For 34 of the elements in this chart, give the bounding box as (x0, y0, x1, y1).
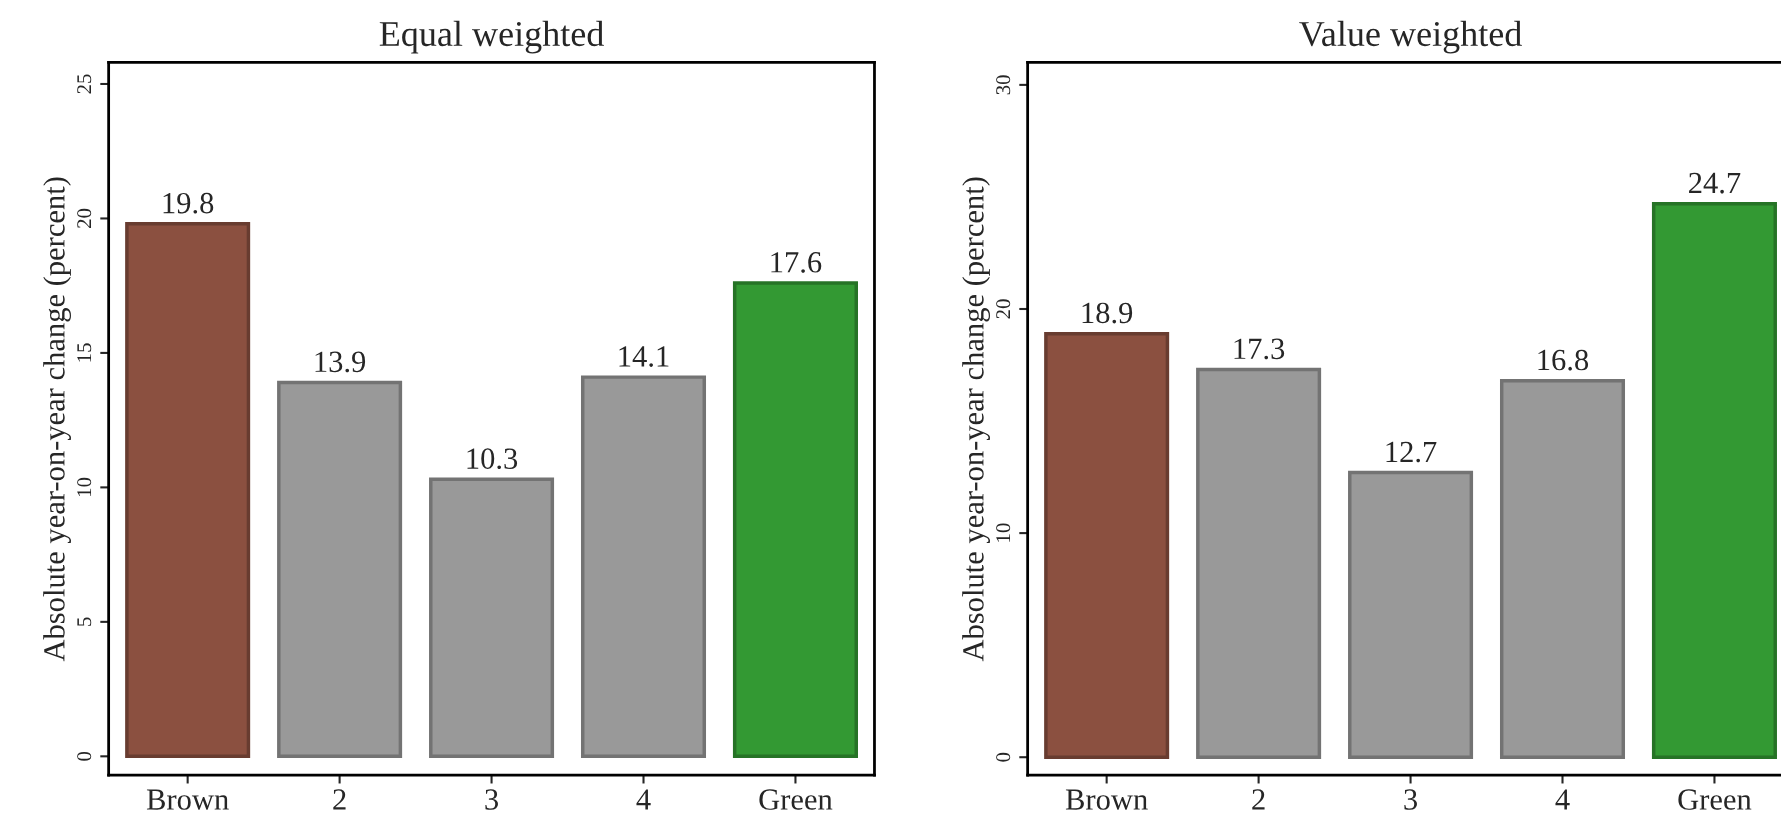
x-tick-label: 2 (1252, 789, 1265, 810)
x-tick-label: Green (1678, 789, 1752, 810)
y-tick-label: 0 (996, 752, 1011, 762)
data-label: 18.9 (1082, 302, 1133, 324)
x-tick-label: 4 (636, 789, 651, 810)
data-label: 19.8 (163, 192, 214, 214)
data-label: 17.3 (1234, 338, 1285, 360)
data-label: 16.8 (1538, 349, 1589, 371)
y-axis-title: Absolute year-on-year change (percent) (962, 177, 990, 662)
y-tick-label: 15 (77, 343, 92, 362)
data-label: 10.3 (467, 448, 518, 470)
data-label: 12.7 (1386, 441, 1437, 463)
x-tick-label: 3 (485, 789, 498, 810)
y-tick-label: 5 (77, 617, 92, 626)
data-label: 24.7 (1689, 172, 1741, 194)
chart-title: Value weighted (1299, 20, 1522, 54)
y-tick-label: 25 (77, 74, 92, 94)
y-tick-label: 0 (77, 751, 92, 761)
chart-title: Equal weighted (379, 20, 604, 54)
x-tick-label: 3 (1404, 789, 1417, 810)
y-tick-label: 10 (996, 523, 1011, 542)
y-tick-label: 30 (996, 75, 1011, 95)
x-tick-label: Green (759, 789, 833, 810)
x-tick-label: 2 (333, 789, 346, 810)
x-tick-label: Brown (1065, 789, 1148, 810)
x-tick-label: Brown (146, 789, 229, 810)
y-tick-label: 20 (996, 299, 1011, 319)
data-label: 14.1 (619, 346, 669, 367)
data-label: 17.6 (771, 252, 822, 273)
y-tick-label: 20 (77, 208, 92, 228)
data-label: 13.9 (315, 351, 366, 373)
x-tick-label: 4 (1555, 789, 1570, 810)
y-tick-label: 10 (77, 477, 92, 496)
y-axis-title: Absolute year-on-year change (percent) (43, 177, 71, 662)
